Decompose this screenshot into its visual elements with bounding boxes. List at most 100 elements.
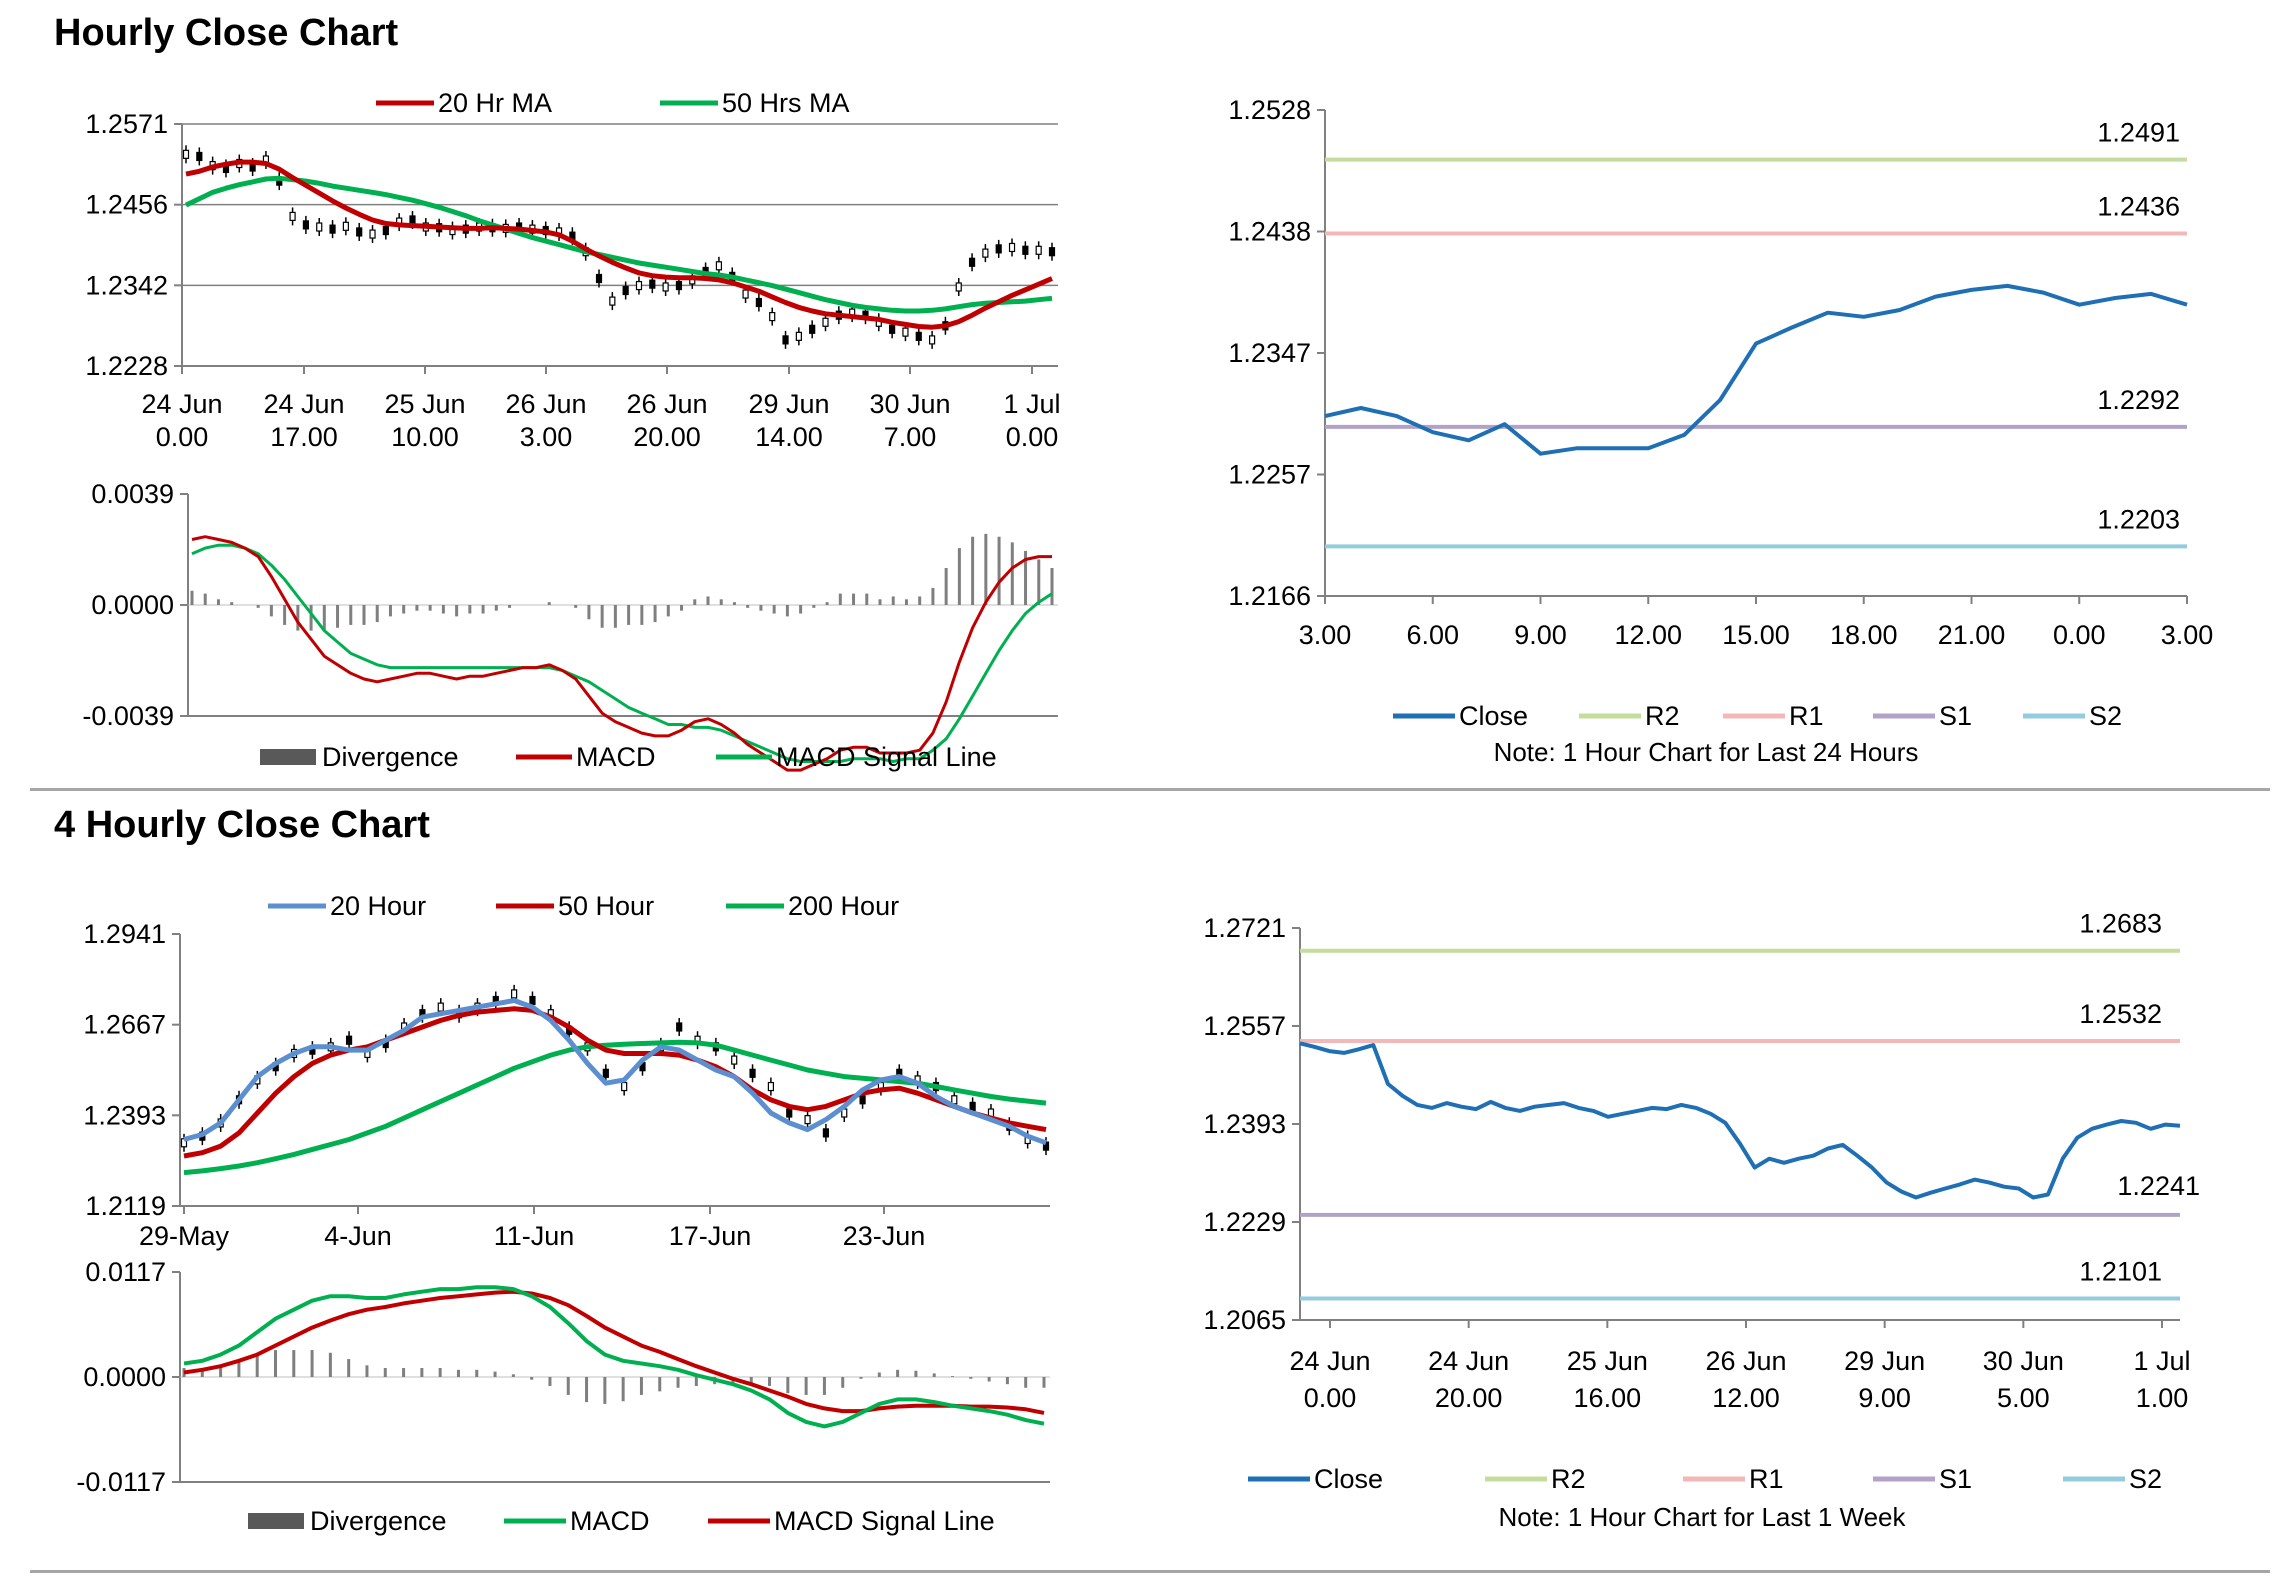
legend-hourly-divergence-swatch	[260, 749, 316, 765]
legend-200-hour-label: 200 Hour	[788, 891, 899, 921]
hourly-macd-line	[191, 535, 1052, 772]
hourly-price-y-tick-label: 1.2228	[85, 351, 168, 381]
hourly-levels-note: Note: 1 Hour Chart for Last 24 Hours	[1494, 737, 1919, 767]
hourly-price-x-tick-label: 7.00	[884, 422, 937, 452]
four-price-y-tick-label: 1.2941	[83, 919, 166, 949]
hourly-price-candle-body	[289, 211, 296, 222]
hourly-price-candle-body	[982, 248, 989, 258]
four-levels-x-tick-label: 20.00	[1435, 1383, 1503, 1413]
four-price-candle-body	[345, 1035, 353, 1045]
four-price-candle-body	[676, 1022, 683, 1032]
four-price-candle-body	[822, 1128, 830, 1138]
hourly-levels-close-line	[1324, 283, 2188, 456]
four-price-candle-body	[602, 1068, 609, 1078]
hourly-levels-x-tick-label: 0.00	[2053, 620, 2106, 650]
hourly-price-x-tick-label: 25 Jun	[384, 389, 465, 419]
hourly-price-candle-body	[675, 280, 683, 291]
hourly-price-candle-body	[196, 151, 203, 162]
four-price-candle-body	[731, 1055, 738, 1065]
hourly-price-candle-body	[769, 312, 776, 322]
four-levels-y-tick-label: 1.2721	[1203, 913, 1286, 943]
hourly-price-candle-body	[356, 227, 363, 237]
hourly-levels-r2-label: 1.2491	[2097, 118, 2180, 148]
hourly-price-candle-body	[809, 324, 816, 334]
four-price-candle-body	[621, 1081, 628, 1092]
four-levels-s2-label: 1.2101	[2079, 1256, 2162, 1286]
four-price-y-tick-label: 1.2667	[83, 1010, 166, 1040]
four-levels-x-tick-label: 24 Jun	[1428, 1346, 1509, 1376]
four-levels-x-tick-label: 25 Jun	[1567, 1346, 1648, 1376]
hourly-levels-x-tick-label: 3.00	[2161, 620, 2214, 650]
hourly-price-x-tick-label: 24 Jun	[141, 389, 222, 419]
hourly-price-x-tick-label: 20.00	[633, 422, 701, 452]
hourly-levels-x-tick-label: 21.00	[1938, 620, 2006, 650]
four-levels-y-tick-label: 1.2065	[1203, 1305, 1286, 1335]
hourly-macd-y-tick-label: -0.0039	[82, 701, 174, 731]
hourly-price-candle-body	[742, 289, 749, 299]
hourly-levels-y-tick-label: 1.2438	[1228, 217, 1311, 247]
legend-four-macd-label: MACD	[570, 1506, 650, 1536]
hourly-price-candle-body	[1008, 242, 1016, 253]
hourly-levels-x-tick-label: 3.00	[1299, 620, 1352, 650]
hourly-20hr-ma-line	[185, 159, 1053, 330]
four-macd-y-tick-label: 0.0117	[85, 1257, 166, 1287]
hourly-price-candle-body	[782, 335, 789, 345]
legend-50-hour-label: 50 Hour	[558, 891, 654, 921]
four-levels-x-tick-label: 5.00	[1997, 1383, 2050, 1413]
hourly-section-title: Hourly Close Chart	[54, 12, 399, 54]
hourly-price-x-tick-label: 0.00	[156, 422, 209, 452]
four-price-x-tick-label: 29-May	[139, 1221, 230, 1251]
hourly-price-candle-body	[316, 222, 323, 232]
four-levels-r1-label: 1.2532	[2079, 999, 2162, 1029]
four-levels-legend-s2-label: S2	[2129, 1464, 2162, 1494]
hourly-price-candle-body	[968, 257, 976, 267]
hourly-levels-y-tick-label: 1.2257	[1228, 460, 1311, 490]
hourly-price-x-tick-label: 17.00	[270, 422, 338, 452]
four-price-candle-body	[767, 1081, 774, 1092]
four-200-hour-line	[183, 1039, 1047, 1176]
hourly-price-x-tick-label: 24 Jun	[263, 389, 344, 419]
hourly-price-y-tick-label: 1.2571	[85, 109, 168, 139]
hourly-levels-r1-label: 1.2436	[2097, 192, 2180, 222]
hourly-levels-x-tick-label: 18.00	[1830, 620, 1898, 650]
hourly-macd-signal-line	[191, 543, 1053, 763]
four-levels-x-tick-label: 12.00	[1712, 1383, 1780, 1413]
hourly-price-candle-body	[649, 279, 656, 289]
four-levels-r2-label: 1.2683	[2079, 909, 2162, 939]
hourly-levels-s2-label: 1.2203	[2097, 504, 2180, 534]
hourly-price-candle-body	[889, 324, 896, 334]
hourly-price-candle-body	[369, 229, 376, 239]
hourly-price-candle-body	[1022, 245, 1029, 255]
four-levels-y-tick-label: 1.2229	[1203, 1207, 1286, 1237]
legend-hourly-divergence-label: Divergence	[322, 742, 459, 772]
hourly-price-candle-body	[795, 331, 802, 341]
four-levels-legend-s1-label: S1	[1939, 1464, 1972, 1494]
four-price-candle-body	[511, 989, 518, 999]
hourly-levels-legend-close-label: Close	[1459, 701, 1528, 731]
hourly-levels-legend-s1-label: S1	[1939, 701, 1972, 731]
hourly-levels-legend-s2-label: S2	[2089, 701, 2122, 731]
hourly-price-x-tick-label: 26 Jun	[505, 389, 586, 419]
hourly-price-candle-body	[622, 285, 629, 296]
hourly-price-candle-body	[915, 331, 922, 341]
hourly-price-candle-body	[662, 282, 669, 292]
hourly-levels-y-tick-label: 1.2347	[1228, 338, 1311, 368]
legend-20hr-ma-label: 20 Hr MA	[438, 88, 552, 118]
four-macd-y-tick-label: -0.0117	[76, 1467, 166, 1497]
legend-hourly-macd-signal-label: MACD Signal Line	[776, 742, 997, 772]
hourly-price-candle-body	[609, 296, 616, 306]
four-price-candle-body	[437, 1002, 444, 1012]
four-50-hour-line	[183, 1006, 1047, 1159]
hourly-price-candle-body	[635, 280, 643, 291]
four-price-y-tick-label: 1.2119	[85, 1191, 166, 1221]
hourly-price-candle-body	[1048, 247, 1056, 257]
legend-hourly-macd-label: MACD	[576, 742, 656, 772]
four-levels-x-tick-label: 1 Jul	[2133, 1346, 2190, 1376]
hourly-price-candle-body	[955, 282, 962, 292]
hourly-price-x-tick-label: 14.00	[755, 422, 823, 452]
hourly-levels-x-tick-label: 15.00	[1722, 620, 1790, 650]
hourly-price-candle-body	[182, 149, 190, 159]
hourly-price-candle-body	[595, 273, 603, 284]
